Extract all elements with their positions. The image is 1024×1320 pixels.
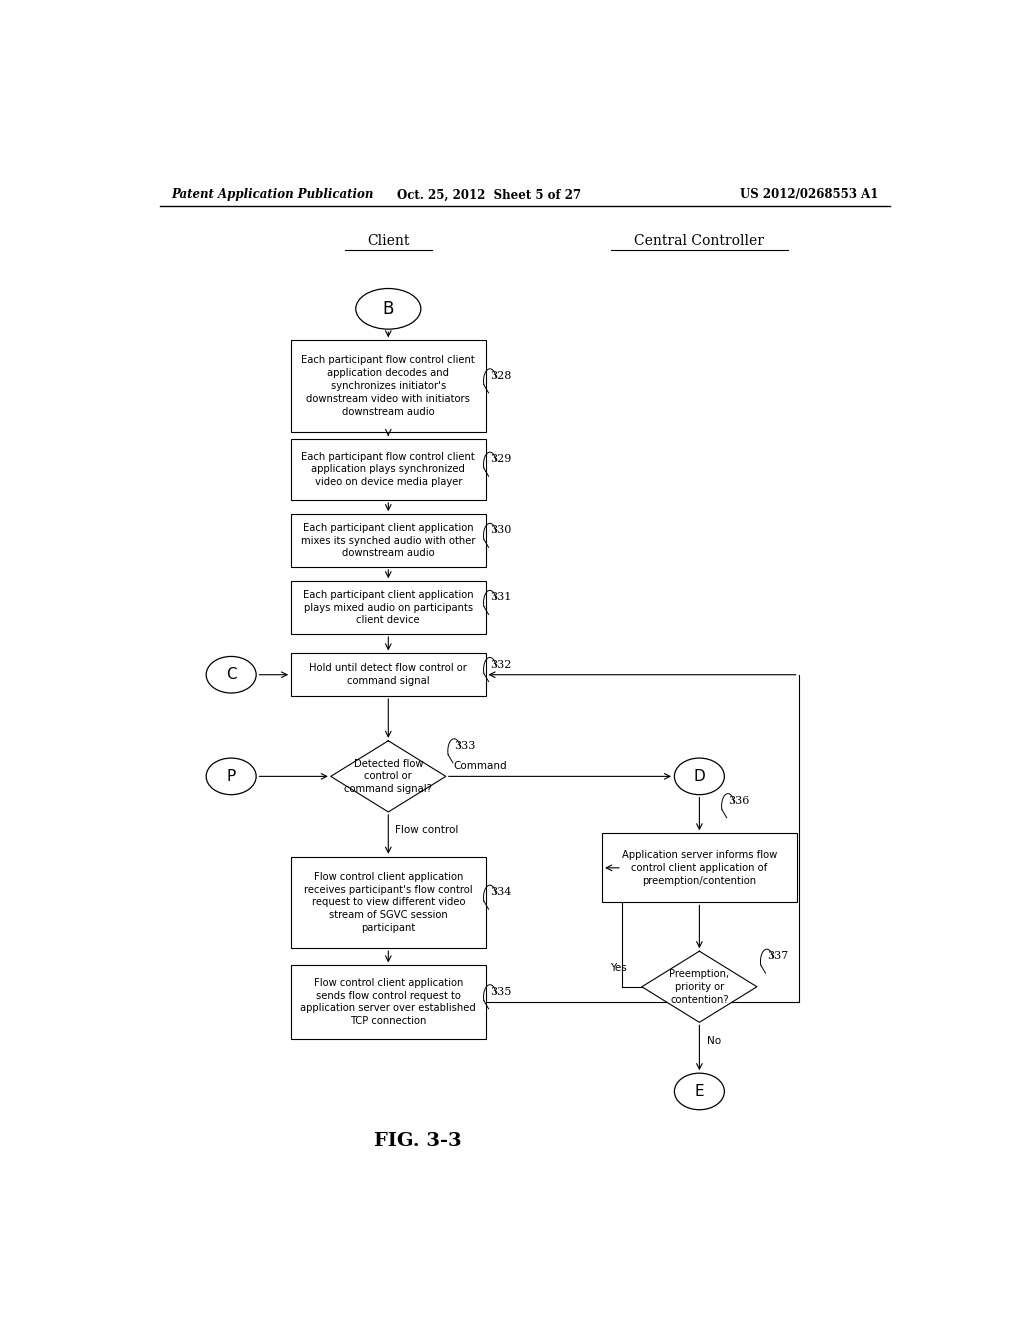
Ellipse shape <box>675 1073 724 1110</box>
Text: Flow control: Flow control <box>394 825 458 836</box>
Text: 329: 329 <box>489 454 511 465</box>
Text: 330: 330 <box>489 525 511 536</box>
Polygon shape <box>331 741 445 812</box>
FancyBboxPatch shape <box>291 965 485 1039</box>
Text: Client: Client <box>368 234 410 248</box>
FancyBboxPatch shape <box>291 581 485 634</box>
Text: No: No <box>708 1036 722 1045</box>
Text: Preemption,
priority or
contention?: Preemption, priority or contention? <box>670 969 729 1005</box>
Ellipse shape <box>206 758 256 795</box>
Text: Yes: Yes <box>609 964 627 973</box>
Text: Command: Command <box>454 762 508 771</box>
Text: Flow control client application
receives participant's flow control
request to v: Flow control client application receives… <box>304 871 473 933</box>
Ellipse shape <box>355 289 421 329</box>
Text: 333: 333 <box>455 741 475 751</box>
Text: Application server informs flow
control client application of
preemption/content: Application server informs flow control … <box>622 850 777 886</box>
Text: D: D <box>693 768 706 784</box>
FancyBboxPatch shape <box>291 653 485 696</box>
FancyBboxPatch shape <box>291 515 485 568</box>
Text: Each participant flow control client
application plays synchronized
video on dev: Each participant flow control client app… <box>301 451 475 487</box>
FancyBboxPatch shape <box>602 833 797 903</box>
Text: Central Controller: Central Controller <box>635 234 764 248</box>
Text: Flow control client application
sends flow control request to
application server: Flow control client application sends fl… <box>300 978 476 1026</box>
Text: 335: 335 <box>489 987 511 997</box>
Text: Patent Application Publication: Patent Application Publication <box>172 189 374 202</box>
Ellipse shape <box>206 656 256 693</box>
Text: Oct. 25, 2012  Sheet 5 of 27: Oct. 25, 2012 Sheet 5 of 27 <box>397 189 582 202</box>
Text: C: C <box>226 667 237 682</box>
Text: US 2012/0268553 A1: US 2012/0268553 A1 <box>739 189 878 202</box>
FancyBboxPatch shape <box>291 341 485 432</box>
Text: 334: 334 <box>489 887 511 898</box>
FancyBboxPatch shape <box>291 857 485 948</box>
Text: 331: 331 <box>489 593 511 602</box>
Text: Hold until detect flow control or
command signal: Hold until detect flow control or comman… <box>309 664 467 686</box>
Ellipse shape <box>675 758 724 795</box>
FancyBboxPatch shape <box>291 440 485 500</box>
Text: FIG. 3-3: FIG. 3-3 <box>374 1133 462 1150</box>
Text: B: B <box>383 300 394 318</box>
Text: 328: 328 <box>489 371 511 381</box>
Text: E: E <box>694 1084 705 1100</box>
Text: Each participant client application
plays mixed audio on participants
client dev: Each participant client application play… <box>303 590 474 626</box>
Text: Each participant flow control client
application decodes and
synchronizes initia: Each participant flow control client app… <box>301 355 475 417</box>
Text: Detected flow
control or
command signal?: Detected flow control or command signal? <box>344 759 432 795</box>
Text: P: P <box>226 768 236 784</box>
Text: Each participant client application
mixes its synched audio with other
downstrea: Each participant client application mixe… <box>301 523 475 558</box>
Text: 337: 337 <box>767 952 788 961</box>
Text: 336: 336 <box>728 796 750 805</box>
Text: 332: 332 <box>489 660 511 669</box>
Polygon shape <box>642 952 757 1022</box>
